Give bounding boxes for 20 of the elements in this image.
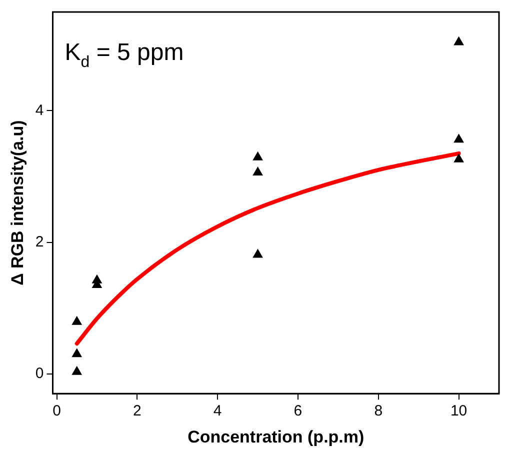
point [252, 167, 263, 176]
y-axis-title: Δ RGB intensity(a.u) [8, 120, 27, 286]
y-tick-label: 2 [35, 233, 44, 250]
point [72, 348, 82, 358]
x-axis-title: Concentration (p.p.m) [188, 427, 364, 446]
x-tick-label: 10 [450, 402, 468, 420]
y-tick-label: 0 [35, 365, 44, 382]
x-tick-label: 8 [374, 402, 383, 420]
y-tick-label: 4 [35, 102, 44, 119]
point [72, 316, 82, 325]
point [454, 36, 464, 46]
point [252, 249, 263, 258]
x-tick-label: 0 [52, 402, 61, 420]
point [454, 134, 464, 143]
x-tick-label: 2 [133, 402, 142, 420]
point [454, 154, 464, 162]
x-tick-label: 4 [213, 402, 222, 420]
point [252, 152, 263, 160]
point [72, 366, 82, 375]
x-tick-label: 6 [294, 402, 302, 420]
